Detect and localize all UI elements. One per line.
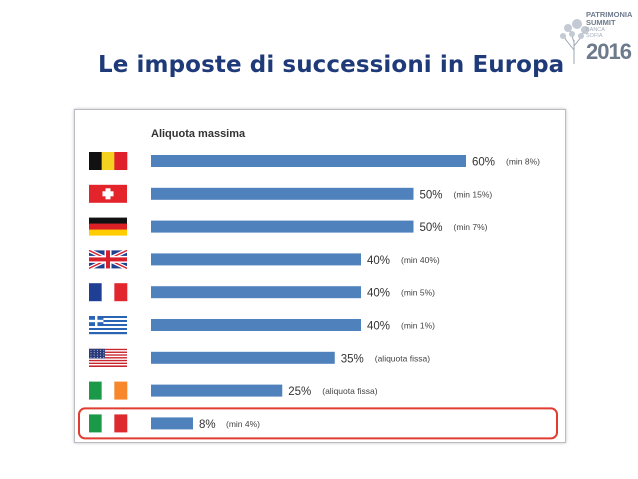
logo-wordmark: PATRIMONIA SUMMIT	[586, 10, 633, 27]
usa-flag	[89, 348, 127, 367]
bar-value-label: 40%	[367, 255, 390, 267]
greece-flag	[89, 316, 127, 335]
chart-row: 60% (min 8%)	[89, 152, 540, 170]
bar-value-label: 35%	[341, 353, 364, 365]
germany-flag	[89, 217, 127, 236]
chart-row: 40% (min 5%)	[89, 283, 435, 302]
bar-annotation: (aliquota fissa)	[322, 386, 377, 396]
chart-title: Aliquota massima	[151, 128, 246, 140]
chart-row: 25% (aliquota fissa)	[89, 381, 378, 400]
bar-annotation: (min 40%)	[401, 255, 440, 265]
bar	[151, 417, 193, 430]
bar-value-label: 40%	[367, 321, 390, 333]
bar-value-label: 8%	[199, 419, 216, 431]
bar-annotation: (min 7%)	[454, 222, 488, 232]
uk-flag	[88, 248, 128, 271]
bar-value-label: 50%	[420, 222, 443, 234]
tree-logo-icon	[560, 19, 589, 64]
chart-row: 50% (min 15%)	[89, 184, 493, 203]
bar-annotation: (min 5%)	[401, 288, 435, 298]
page-title: Le imposte di successioni in Europa	[98, 52, 565, 78]
bar	[151, 220, 414, 233]
logo-subtitle: BANCA SOFIA	[586, 27, 605, 39]
bar-annotation: (min 1%)	[401, 321, 435, 331]
bar-annotation: (min 8%)	[506, 157, 540, 167]
bar-annotation: (min 4%)	[226, 419, 260, 429]
belgium-flag	[89, 152, 128, 170]
bar-value-label: 60%	[472, 157, 495, 169]
bar-value-label: 50%	[420, 189, 443, 201]
italy-flag	[89, 414, 128, 433]
chart-row: 50% (min 7%)	[89, 217, 488, 236]
france-flag	[89, 283, 128, 302]
switzerland-flag	[89, 184, 127, 203]
bar	[151, 286, 361, 299]
bar	[151, 351, 335, 364]
chart-row: 35% (aliquota fissa)	[89, 348, 430, 367]
chart-row: 40% (min 40%)	[88, 248, 440, 271]
bar-value-label: 40%	[367, 288, 390, 300]
highlight-frame	[78, 407, 558, 440]
bar	[151, 384, 283, 397]
chart-row: 40% (min 1%)	[89, 316, 435, 335]
bar	[151, 253, 361, 266]
ireland-flag	[89, 381, 128, 400]
bar-annotation: (aliquota fissa)	[375, 353, 430, 363]
bar	[151, 187, 414, 200]
bar-value-label: 25%	[288, 386, 311, 398]
chart-panel: Aliquota massima 60% (min 8%) 50% (min 15%) 5…	[74, 109, 566, 443]
bar	[151, 319, 361, 331]
logo-year: 2016	[586, 39, 632, 64]
bar	[151, 155, 466, 167]
chart-row: 8% (min 4%)	[89, 414, 260, 433]
bar-annotation: (min 15%)	[454, 189, 493, 199]
